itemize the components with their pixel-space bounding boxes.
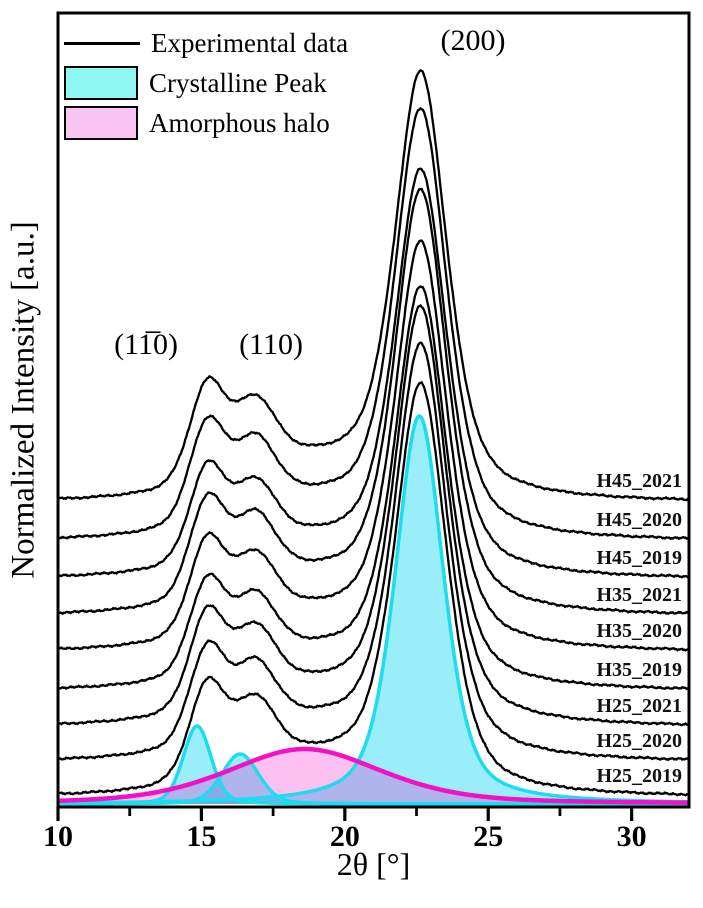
curve-label-H45_2020: H45_2020 (596, 509, 682, 531)
y-axis-label: Normalized Intensity [a.u.] (5, 221, 42, 579)
x-tick-label-30: 30 (616, 820, 647, 853)
curve-H45_2020 (59, 107, 688, 541)
curve-H45_2019 (59, 167, 688, 579)
x-tick-label-20: 20 (329, 820, 360, 853)
amorphous-swatch-icon (64, 106, 138, 140)
curve-H35_2019 (59, 285, 688, 691)
legend-label: Crystalline Peak (149, 67, 327, 98)
x-axis-label: 2θ [°] (336, 846, 411, 882)
curve-label-H25_2019: H25_2019 (596, 765, 682, 787)
curve-label-H45_2021: H45_2021 (596, 470, 682, 492)
x-tick-label-25: 25 (473, 820, 504, 853)
plot-area (59, 69, 688, 806)
plot-border (56, 11, 691, 809)
experimental-line-icon (64, 41, 140, 45)
crystalline-swatch-icon (64, 66, 138, 100)
curve-label-H35_2021: H35_2021 (596, 584, 682, 606)
curve-H25_2019 (59, 381, 688, 797)
x-tick-label-10: 10 (43, 820, 73, 853)
legend-entry-crystalline: Crystalline Peak (64, 63, 348, 103)
curve-label-H45_2019: H45_2019 (596, 547, 682, 569)
curve-H35_2020 (59, 239, 688, 652)
legend-label: Amorphous halo (149, 107, 330, 138)
curve-H25_2021 (59, 304, 688, 727)
legend-label: Experimental data (151, 27, 349, 58)
legend: Experimental data Crystalline Peak Amorp… (64, 23, 348, 143)
peak-label-110: (110) (239, 328, 303, 361)
x-tick-label-15: 15 (186, 820, 217, 853)
curve-label-H35_2020: H35_2020 (596, 620, 682, 642)
curve-H45_2021 (59, 69, 688, 502)
crystalline-peak-fill-2 (59, 416, 688, 804)
curve-H25_2020 (59, 341, 688, 762)
curve-label-H35_2019: H35_2019 (596, 659, 682, 681)
crystalline-peak-line-2 (59, 414, 688, 805)
curve-H35_2021 (59, 187, 688, 615)
peak-label-110bar: (11̅0) (114, 328, 178, 361)
amorphous-halo-fill (59, 749, 688, 804)
crystalline-peak-fill-1 (59, 754, 688, 804)
legend-entry-experimental: Experimental data (64, 23, 348, 63)
legend-entry-amorphous: Amorphous halo (64, 103, 348, 143)
curve-label-H25_2021: H25_2021 (596, 695, 682, 717)
curve-label-H25_2020: H25_2020 (596, 730, 682, 752)
amorphous-halo-line (59, 746, 688, 805)
peak-label-200: (200) (440, 24, 506, 57)
